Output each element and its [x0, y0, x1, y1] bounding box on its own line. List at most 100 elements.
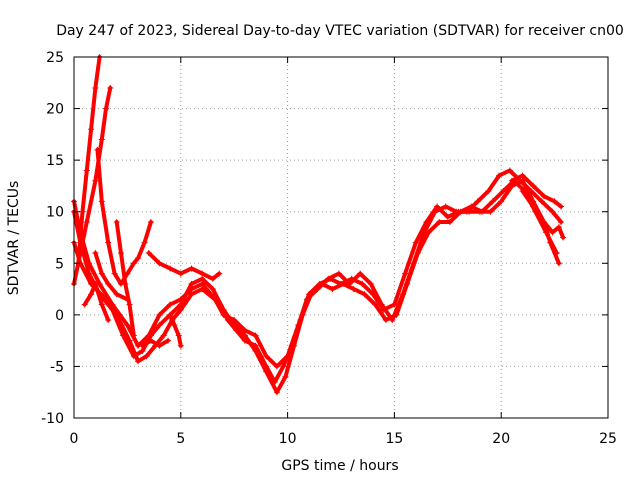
series-line-track-10 — [168, 312, 183, 348]
point-marker-track-12-0 — [139, 342, 146, 349]
point-marker-track-3-35 — [431, 208, 438, 215]
point-marker-track-2-46 — [543, 229, 550, 236]
series-markers-track-7 — [145, 249, 223, 282]
point-marker-track-3-9 — [160, 332, 167, 339]
x-tick-label-3: 15 — [385, 431, 403, 447]
point-marker-track-3-17 — [241, 327, 248, 334]
series-markers-track-8 — [113, 219, 137, 339]
point-marker-track-1-12 — [199, 280, 206, 287]
point-marker-track-5-4 — [98, 136, 105, 143]
point-marker-track-2-17 — [241, 332, 248, 339]
point-marker-track-11-0 — [81, 301, 88, 308]
point-marker-track-3-32 — [399, 291, 406, 298]
point-marker-track-3-44 — [528, 188, 535, 195]
point-marker-track-2-47 — [553, 249, 560, 256]
chart-title: Day 247 of 2023, Sidereal Day-to-day VTE… — [56, 23, 624, 39]
y-tick-label-2: 0 — [55, 308, 64, 324]
point-marker-track-8-0 — [113, 219, 120, 226]
point-marker-track-3-39 — [474, 198, 481, 205]
point-marker-track-3-41 — [496, 172, 503, 179]
point-marker-track-3-23 — [303, 296, 310, 303]
y-tick-label-3: 5 — [55, 256, 64, 272]
point-marker-track-3-34 — [421, 229, 428, 236]
point-marker-track-11-1 — [88, 291, 95, 298]
point-marker-track-1-37 — [444, 213, 451, 220]
point-marker-track-2-27 — [340, 280, 347, 287]
point-marker-track-9-2 — [105, 280, 112, 287]
point-marker-track-3-14 — [211, 296, 218, 303]
point-marker-track-3-4 — [113, 311, 120, 318]
series-markers-track-9 — [92, 249, 131, 303]
grid-lines — [74, 57, 608, 418]
point-marker-track-2-19 — [263, 368, 270, 375]
point-marker-track-1-8 — [156, 311, 163, 318]
y-tick-label-1: -5 — [50, 359, 64, 375]
point-marker-track-4-2 — [83, 167, 90, 174]
point-marker-track-3-26 — [335, 270, 342, 277]
point-marker-track-2-29 — [361, 291, 368, 298]
x-tick-label-1: 5 — [176, 431, 185, 447]
series-line-track-13 — [509, 173, 563, 209]
point-marker-track-14-4 — [555, 224, 562, 231]
point-marker-track-1-33 — [402, 270, 409, 277]
point-marker-track-13-4 — [551, 198, 558, 205]
series-markers-track-10 — [167, 311, 184, 349]
y-tick-label-0: -10 — [41, 411, 64, 427]
point-marker-track-8-4 — [130, 332, 137, 339]
point-marker-track-3-7 — [143, 353, 150, 360]
point-marker-track-3-11 — [177, 306, 184, 313]
x-tick-label-0: 0 — [70, 431, 79, 447]
point-marker-track-6-7 — [135, 255, 142, 262]
point-marker-track-1-5 — [124, 322, 131, 329]
point-marker-track-3-37 — [453, 208, 460, 215]
point-marker-track-10-1 — [171, 322, 178, 329]
point-marker-track-12-2 — [156, 342, 163, 349]
x-axis-ticks: 0 5 10 15 20 25 — [70, 57, 617, 447]
point-marker-track-1-32 — [391, 301, 398, 308]
y-axis-label: SDTVAR / TECUs — [6, 181, 22, 296]
point-marker-track-3-27 — [346, 280, 353, 287]
point-marker-track-3-38 — [464, 208, 471, 215]
point-marker-track-1-34 — [412, 239, 419, 246]
y-tick-label-5: 15 — [46, 153, 64, 169]
point-marker-track-4-4 — [92, 84, 99, 91]
point-marker-track-3-28 — [357, 270, 364, 277]
point-marker-track-2-28 — [350, 286, 357, 293]
series-markers-track-5 — [71, 84, 114, 287]
point-marker-track-13-1 — [519, 172, 526, 179]
point-marker-track-6-1 — [98, 198, 105, 205]
point-marker-track-2-18 — [252, 347, 259, 354]
point-marker-track-3-22 — [295, 322, 302, 329]
point-marker-track-11-3 — [98, 301, 105, 308]
point-marker-track-13-5 — [558, 203, 565, 210]
point-marker-track-3-31 — [389, 317, 396, 324]
point-marker-track-3-16 — [231, 317, 238, 324]
point-marker-track-3-46 — [549, 208, 556, 215]
point-marker-track-2-26 — [329, 286, 336, 293]
series-markers-track-13 — [508, 172, 565, 210]
point-marker-track-6-9 — [147, 219, 154, 226]
point-marker-track-6-8 — [141, 239, 148, 246]
point-marker-track-9-0 — [92, 249, 99, 256]
point-marker-track-12-1 — [147, 337, 154, 344]
point-marker-track-6-0 — [94, 146, 101, 153]
series-markers-track-14 — [519, 188, 567, 241]
series-markers-track-11 — [81, 280, 112, 324]
point-marker-track-3-21 — [284, 353, 291, 360]
point-marker-track-7-1 — [156, 260, 163, 267]
point-marker-track-2-21 — [282, 373, 289, 380]
point-marker-track-5-1 — [77, 249, 84, 256]
plot-frame — [73, 56, 609, 419]
x-tick-label-4: 20 — [492, 431, 510, 447]
point-marker-track-7-0 — [145, 249, 152, 256]
series-line-track-4 — [76, 55, 102, 266]
series-markers-track-6 — [94, 146, 154, 287]
point-marker-track-2-14 — [209, 286, 216, 293]
point-marker-track-3-30 — [378, 301, 385, 308]
point-marker-track-1-41 — [487, 208, 494, 215]
point-marker-track-10-3 — [177, 342, 184, 349]
point-marker-track-2-12 — [188, 280, 195, 287]
point-marker-track-13-2 — [530, 182, 537, 189]
point-marker-track-9-1 — [98, 270, 105, 277]
